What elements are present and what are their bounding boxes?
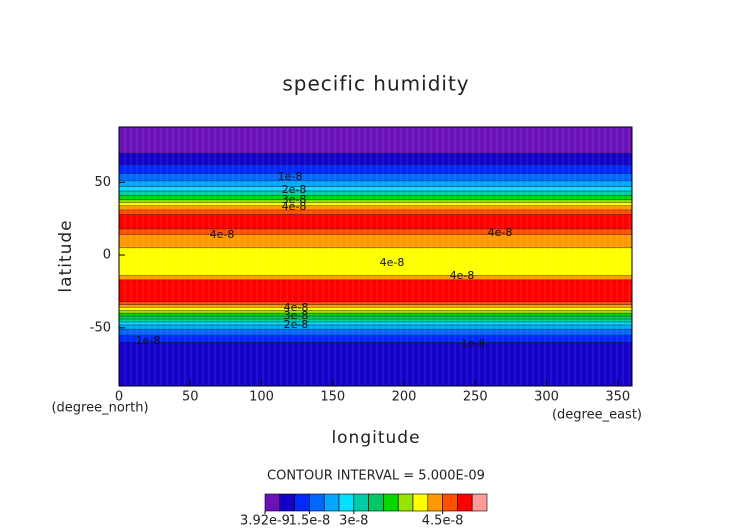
contour-label: 4e-8 (282, 200, 307, 213)
colorbar-box (264, 493, 281, 512)
contour-label: 4e-8 (210, 228, 235, 241)
contour-label: 1e-8 (136, 334, 161, 347)
colorbar-box (353, 493, 369, 512)
contour-band (119, 191, 632, 196)
contour-band (119, 279, 632, 302)
contour-band (119, 228, 632, 235)
contour-band (119, 180, 632, 187)
contour-band (119, 153, 632, 165)
contour-band (119, 199, 632, 203)
contour-band (119, 313, 632, 317)
colorbar-label: 3.92e-9 (240, 514, 290, 529)
contour-band (119, 319, 632, 322)
y-units: (degree_north) (51, 401, 148, 416)
plot-frame (118, 126, 633, 387)
contour-band (119, 301, 632, 305)
colorbar-box (412, 493, 429, 512)
contour-label: 1e-8 (278, 170, 303, 183)
colorbar-box (397, 493, 414, 512)
contour-band (119, 321, 632, 325)
contour-band (119, 234, 632, 248)
colorbar-box (471, 493, 488, 512)
x-tick-label: 350 (605, 390, 630, 405)
y-tick-label: 0 (103, 248, 111, 263)
contour-band (119, 335, 632, 343)
contour-interval: CONTOUR INTERVAL = 5.000E-09 (267, 469, 485, 484)
x-axis-label: longitude (331, 428, 420, 448)
contour-band (119, 324, 632, 330)
contour-band (119, 209, 632, 215)
colorbar-label: 3e-8 (339, 514, 368, 529)
colorbar-label: 4.5e-8 (422, 514, 464, 529)
contour-band (119, 342, 632, 386)
colorbar-label: 1.5e-8 (289, 514, 331, 529)
contour-band (119, 304, 632, 308)
contour-label: 3e-8 (284, 309, 309, 322)
contour-label: 3e-8 (282, 193, 307, 206)
x-tick-label: 0 (115, 390, 123, 405)
colorbar-box (368, 493, 384, 512)
contour-label: 1e-8 (461, 337, 486, 350)
colorbar-box (338, 493, 355, 512)
contour-band (119, 173, 632, 181)
colorbar-box (442, 493, 458, 512)
y-axis-label: latitude (56, 219, 76, 292)
contour-band (119, 195, 632, 200)
x-units: (degree_east) (552, 408, 642, 423)
x-tick-label: 300 (534, 390, 559, 405)
x-tick-label: 200 (392, 390, 417, 405)
contour-band (119, 307, 632, 311)
contour-label: 4e-8 (450, 269, 475, 282)
contour-label: 2e-8 (282, 183, 307, 196)
contour-label: 4e-8 (380, 256, 405, 269)
contour-band (119, 164, 632, 174)
contour-band (119, 127, 632, 154)
chart-title: specific humidity (282, 72, 469, 96)
contour-band (119, 202, 632, 206)
contour-label: 4e-8 (488, 226, 513, 239)
x-tick-label: 50 (182, 390, 199, 405)
colorbar-box (294, 493, 310, 512)
x-tick-label: 150 (320, 390, 345, 405)
colorbar-box (279, 493, 295, 512)
contour-band (119, 316, 632, 320)
contour-band (119, 205, 632, 210)
y-tick-label: -50 (90, 320, 111, 335)
colorbar-box (323, 493, 340, 512)
contour-band (119, 275, 632, 280)
contour-label: 2e-8 (284, 318, 309, 331)
colorbar-box (457, 493, 473, 512)
x-tick-label: 100 (249, 390, 274, 405)
contour-band (119, 186, 632, 192)
colorbar-box (309, 493, 325, 512)
colorbar-box (383, 493, 399, 512)
contour-label: 4e-8 (284, 301, 309, 314)
x-tick-label: 250 (463, 390, 488, 405)
contour-band (119, 247, 632, 276)
contour-band (119, 310, 632, 314)
y-tick-label: 50 (94, 175, 111, 190)
contour-band (119, 329, 632, 336)
contour-band (119, 214, 632, 229)
colorbar-box (427, 493, 443, 512)
